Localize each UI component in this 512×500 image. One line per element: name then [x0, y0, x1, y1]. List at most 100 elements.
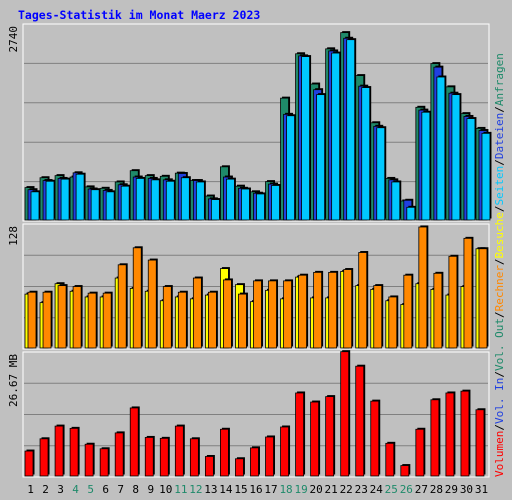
bar-requests-seiten [451, 94, 461, 221]
bar-volume-volumen [69, 427, 79, 477]
bar-volume-volumen [39, 438, 49, 477]
bar-volume-volumen [24, 450, 34, 477]
bar-visits-rechner [448, 255, 458, 349]
bar-volume-volumen [340, 351, 350, 477]
day-label: 15 [234, 483, 247, 496]
bar-requests-seiten [30, 191, 40, 221]
bar-volume-volumen [475, 409, 485, 477]
bar-requests-seiten [105, 191, 115, 221]
legend-entry: Dateien [493, 113, 506, 159]
bar-volume-volumen [310, 401, 320, 477]
day-label: 18 [279, 483, 292, 496]
bar-visits-rechner [373, 285, 383, 349]
legend-entry: Besuche [493, 212, 506, 258]
day-label: 13 [204, 483, 217, 496]
legend-separator: / [493, 205, 506, 212]
day-label: 5 [87, 483, 94, 496]
day-label: 16 [249, 483, 262, 496]
day-label: 19 [294, 483, 307, 496]
panel-max-label: 26.67 MB [7, 354, 20, 407]
bar-visits-rechner [192, 277, 202, 349]
bar-visits-rechner [162, 286, 172, 349]
bar-volume-volumen [129, 407, 139, 477]
day-label: 29 [445, 483, 458, 496]
bar-visits-rechner [207, 291, 217, 349]
bar-volume-volumen [235, 458, 244, 477]
bar-visits-rechner [132, 247, 142, 349]
bar-visits-rechner [343, 269, 353, 349]
bar-visits-rechner [313, 271, 323, 349]
day-label: 26 [400, 483, 413, 496]
bar-visits-rechner [57, 285, 67, 349]
day-label: 22 [340, 483, 353, 496]
panel-max-label: 2740 [7, 26, 20, 53]
bar-requests-seiten [150, 179, 160, 221]
bar-visits-rechner [147, 259, 157, 349]
panel-visits: 128 [7, 223, 490, 350]
bar-requests-seiten [241, 188, 250, 221]
bar-volume-volumen [114, 432, 124, 477]
bar-requests-seiten [195, 181, 205, 221]
day-label: 31 [475, 483, 488, 496]
legend-entry: Rechner [493, 265, 506, 312]
bar-visits-rechner [102, 292, 112, 349]
bar-visits-rechner [463, 237, 473, 349]
bar-volume-volumen [99, 448, 109, 477]
chart-title: Tages-Statistik im Monat Maerz 2023 [18, 8, 260, 22]
bar-requests-seiten [346, 39, 356, 221]
bar-volume-volumen [265, 436, 274, 477]
day-label: 25 [385, 483, 398, 496]
day-label: 28 [430, 483, 443, 496]
bar-visits-rechner [223, 279, 232, 349]
bar-visits-rechner [268, 280, 277, 349]
day-label: 17 [264, 483, 277, 496]
bar-visits-rechner [42, 291, 52, 349]
bar-visits-rechner [403, 274, 413, 349]
day-label: 14 [219, 483, 233, 496]
bar-volume-volumen [250, 447, 259, 477]
day-label: 24 [370, 483, 384, 496]
bar-visits-rechner [72, 286, 82, 349]
panel-requests: 2740 [7, 23, 492, 222]
day-label: 7 [117, 483, 124, 496]
bar-requests-seiten [226, 178, 235, 221]
bar-requests-seiten [421, 111, 431, 221]
legend-separator: / [493, 311, 506, 318]
bar-volume-volumen [189, 438, 199, 477]
bar-visits-rechner [238, 293, 247, 349]
bar-requests-seiten [316, 94, 326, 221]
bar-volume-volumen [280, 426, 289, 477]
bar-volume-volumen [415, 428, 425, 477]
bar-volume-volumen [84, 443, 94, 477]
bar-requests-seiten [436, 76, 446, 221]
bar-volume-volumen [144, 437, 154, 477]
bar-volume-volumen [174, 425, 184, 477]
bar-volume-volumen [204, 456, 214, 477]
day-label: 4 [72, 483, 79, 496]
bar-requests-seiten [301, 56, 310, 221]
bar-requests-seiten [391, 181, 401, 221]
panel-volume: 26.67 MB [7, 350, 490, 478]
legend-entry: Anfragen [493, 53, 506, 106]
legend-separator: / [493, 106, 506, 113]
bar-requests-seiten [90, 189, 100, 221]
bar-volume-volumen [445, 392, 455, 477]
bar-requests-seiten [271, 185, 280, 221]
bar-visits-rechner [87, 292, 97, 349]
bar-volume-volumen [325, 396, 335, 477]
bar-visits-rechner [283, 280, 292, 349]
legend-entry: Seiten [493, 166, 506, 206]
bar-volume-volumen [385, 442, 395, 477]
bar-requests-seiten [361, 87, 371, 221]
bar-visits-rechner [418, 226, 428, 349]
day-label: 2 [42, 483, 49, 496]
bar-volume-volumen [355, 365, 365, 477]
bar-visits-rechner [298, 274, 307, 349]
legend-entry: Vol. Out [493, 318, 506, 371]
bar-visits-rechner [358, 252, 368, 349]
bar-volume-volumen [220, 428, 229, 477]
bar-volume-volumen [54, 425, 64, 477]
bar-visits-rechner [117, 264, 127, 349]
legend-separator: / [493, 371, 506, 378]
legend-entry: Volumen [493, 431, 506, 477]
